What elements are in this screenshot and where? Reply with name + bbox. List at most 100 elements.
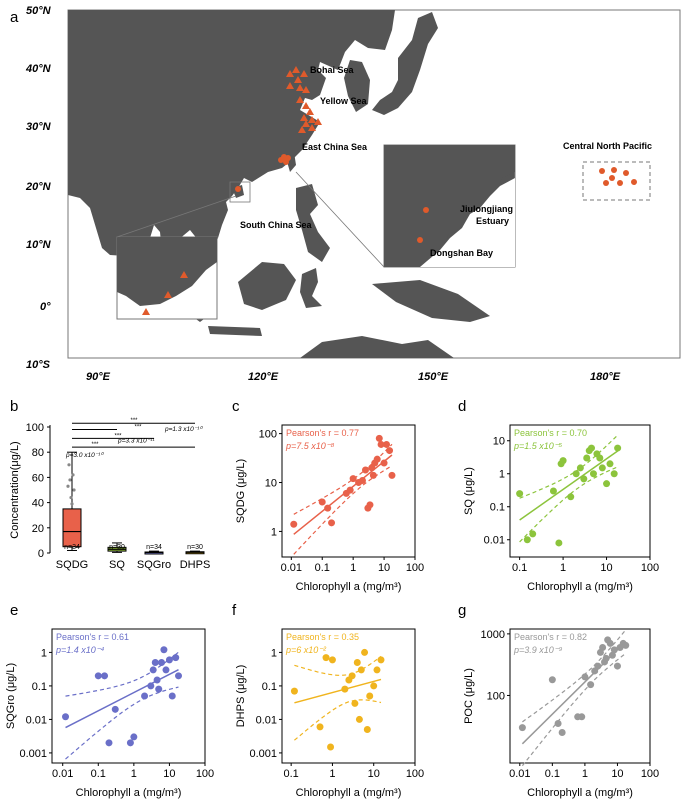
site-marker: [286, 82, 294, 89]
data-point: [361, 648, 369, 656]
data-point: [598, 464, 606, 472]
outlier-point: [70, 502, 74, 506]
data-point: [147, 682, 155, 690]
x-category-label: DHPS: [180, 559, 211, 571]
p-value-text: p=6 x10⁻²: [285, 645, 327, 655]
x-tick-label: 100: [641, 562, 659, 574]
x-tick-label: 100: [406, 562, 424, 574]
data-point: [583, 454, 591, 462]
site-marker: [631, 179, 637, 185]
n-label: n=34: [64, 544, 80, 551]
inset-south-china: [116, 236, 218, 320]
data-point: [351, 699, 359, 707]
x-tick-label: 0.1: [315, 562, 330, 574]
site-marker: [623, 170, 629, 176]
site-marker: [142, 308, 150, 315]
box: [62, 508, 82, 548]
data-point: [529, 530, 537, 538]
panel-g-poc: g 0.01 0.1 1 10 100 100 1000 Chlorophyll a (mg/…: [458, 602, 659, 799]
svg-text:150°E: 150°E: [418, 371, 449, 383]
site-marker: [300, 70, 308, 77]
y-axis-label: POC (μg/L): [463, 668, 475, 724]
data-point: [165, 656, 173, 664]
y-tick-label: 1: [271, 526, 277, 538]
data-point: [549, 487, 557, 495]
data-point: [369, 471, 377, 479]
data-point: [610, 646, 618, 654]
outlier-point: [68, 478, 72, 482]
y-tick-label: 100: [259, 429, 277, 441]
y-tick-label: 10: [493, 436, 505, 448]
region-box-scs: [229, 181, 251, 203]
x-category-label: SQ: [109, 559, 125, 571]
data-point: [606, 460, 614, 468]
data-point: [523, 536, 531, 544]
y-tick-label: 0.1: [32, 681, 47, 693]
site-marker: [300, 114, 308, 121]
data-point: [388, 471, 396, 479]
data-point: [160, 646, 168, 654]
x-tick-label: 10: [378, 562, 390, 574]
site-marker: [609, 175, 615, 181]
site-marker: [286, 70, 294, 77]
data-point: [363, 726, 371, 733]
plot-frame: [51, 628, 206, 764]
x-tick-label: 1: [560, 562, 566, 574]
data-point: [380, 459, 388, 467]
confidence-band-lower: [65, 686, 179, 760]
panel-label-a: a: [10, 9, 19, 26]
data-point: [587, 444, 595, 452]
panel-label-f: f: [232, 602, 237, 619]
data-point: [555, 539, 563, 547]
data-point: [558, 729, 566, 737]
label-estuary: Estuary: [476, 216, 509, 226]
confidence-band-upper: [65, 651, 179, 697]
data-point: [377, 440, 385, 448]
x-axis-label: Chlorophyll a (mg/m³): [296, 581, 402, 593]
site-marker: [308, 116, 316, 123]
site-marker: [423, 207, 429, 213]
y-tick-label: 60: [32, 472, 44, 484]
data-point: [370, 682, 378, 690]
data-point: [603, 480, 611, 488]
site-marker: [302, 120, 310, 127]
label-south-china-sea: South China Sea: [240, 220, 313, 230]
x-tick-label: 10: [611, 768, 623, 780]
data-point: [353, 659, 361, 666]
x-tick-label: 0.1: [545, 768, 560, 780]
data-point: [355, 715, 363, 723]
data-point: [318, 498, 326, 506]
panel-b-boxplot: b 0 20 40 60 80 100 Concentration(μg/L) SQDG n=3…: [9, 398, 210, 571]
confidence-band-upper: [519, 434, 619, 499]
sig-stars: ***: [91, 442, 99, 448]
svg-text:180°E: 180°E: [590, 371, 621, 383]
inset-jiulongjiang: Jiulongjiang Estuary Dongshan Bay: [383, 144, 516, 268]
y-axis-label: SQGro (μg/L): [5, 663, 17, 729]
data-point: [516, 490, 524, 498]
data-point: [518, 724, 526, 732]
confidence-band-lower: [521, 652, 627, 767]
site-marker: [285, 155, 291, 161]
svg-text:40°N: 40°N: [25, 63, 52, 75]
regression-line: [65, 668, 179, 729]
site-marker: [417, 237, 423, 243]
inset-connector-2: [116, 195, 237, 238]
data-point: [622, 641, 630, 649]
confidence-band-lower: [519, 466, 618, 543]
sampling-sites: [142, 66, 637, 315]
site-marker: [294, 76, 302, 83]
data-point: [62, 713, 70, 721]
data-point: [559, 457, 567, 465]
data-point: [168, 692, 176, 700]
plot-frame: [281, 628, 416, 764]
y-tick-label: 1: [271, 647, 277, 659]
data-point: [589, 470, 597, 478]
site-marker: [298, 126, 306, 133]
x-axis-label: Chlorophyll a (mg/m³): [527, 581, 633, 593]
svg-text:10°S: 10°S: [26, 359, 51, 371]
x-tick-label: 100: [196, 768, 214, 780]
label-central-north-pacific: Central North Pacific: [563, 141, 652, 151]
pearson-r-text: Pearson's r = 0.70: [514, 428, 587, 438]
panel-label-g: g: [458, 602, 466, 619]
svg-text:50°N: 50°N: [26, 5, 52, 17]
